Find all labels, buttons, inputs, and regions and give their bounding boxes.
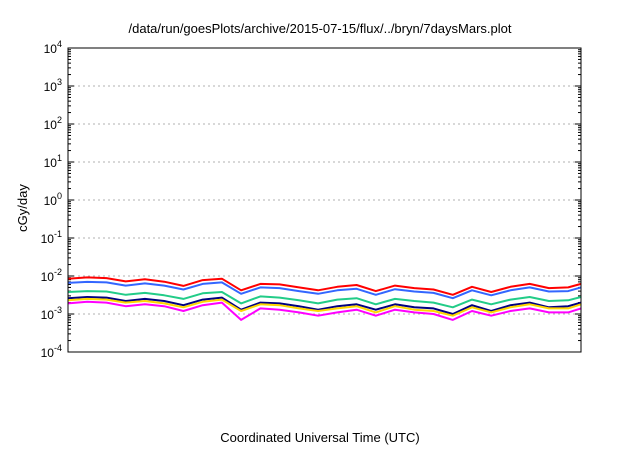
chart-title: /data/run/goesPlots/archive/2015-07-15/f… xyxy=(128,21,512,36)
y-tick-label: 101 xyxy=(44,153,62,170)
plot-frame xyxy=(67,47,582,353)
y-tick-label: 104 xyxy=(44,39,62,56)
y-tick-label: 10-3 xyxy=(41,305,62,322)
y-tick-label: 10-1 xyxy=(41,229,62,246)
y-tick-label: 103 xyxy=(44,77,62,94)
series-line-2 xyxy=(67,280,582,300)
y-tick-label: 10-4 xyxy=(41,343,62,360)
series-line-6 xyxy=(67,300,582,321)
y-tick-label: 10-2 xyxy=(41,267,62,284)
y-axis-label: cGy/day xyxy=(15,184,30,232)
series-line-3 xyxy=(67,290,582,309)
series-line-1 xyxy=(67,276,582,296)
y-tick-label: 102 xyxy=(44,115,62,132)
series-line-5 xyxy=(67,297,582,317)
x-axis-label: Coordinated Universal Time (UTC) xyxy=(220,430,420,445)
series-line-4 xyxy=(67,296,582,315)
y-tick-label: 100 xyxy=(44,191,62,208)
